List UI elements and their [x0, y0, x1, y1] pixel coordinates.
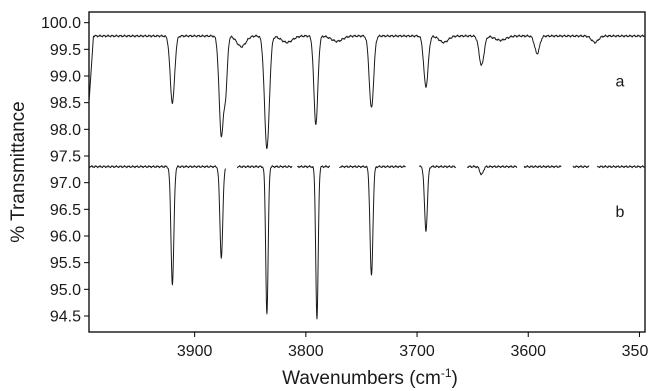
y-tick-label: 99.0: [50, 69, 81, 86]
y-tick-label: 97.0: [50, 175, 81, 192]
x-tick-label: 3900: [177, 343, 213, 360]
y-tick-label: 98.5: [50, 95, 81, 112]
y-axis: 94.5 95.0 95.5 96.0 96.5 97.0 97.5 98.0 98.5 99.0…: [41, 15, 89, 326]
plot-frame: [88, 11, 646, 333]
y-tick-label: 96.0: [50, 229, 81, 246]
x-axis: 3900 3800 3700 3600 3500: [177, 332, 649, 360]
y-tick-label: 98.0: [50, 122, 81, 139]
x-tick-label: 3700: [399, 343, 435, 360]
y-tick-label: 100.0: [41, 15, 81, 32]
series-b-line: [88, 165, 646, 320]
x-tick-label: 3600: [510, 343, 546, 360]
traces: ab: [88, 34, 646, 320]
y-tick-label: 94.5: [50, 309, 81, 326]
y-tick-label: 95.0: [50, 282, 81, 299]
x-axis-title: Wavenumbers (cm-1): [282, 366, 458, 389]
series-a-label: a: [616, 73, 625, 90]
x-tick-label: 3800: [288, 343, 324, 360]
y-axis-title: % Transmittance: [8, 101, 29, 243]
y-tick-label: 96.5: [50, 202, 81, 219]
series-b-label: b: [616, 204, 625, 221]
x-tick-label: 3500: [622, 343, 649, 360]
series-a-line: [88, 34, 646, 150]
y-tick-label: 95.5: [50, 255, 81, 272]
y-tick-label: 97.5: [50, 149, 81, 166]
y-tick-label: 99.5: [50, 42, 81, 59]
